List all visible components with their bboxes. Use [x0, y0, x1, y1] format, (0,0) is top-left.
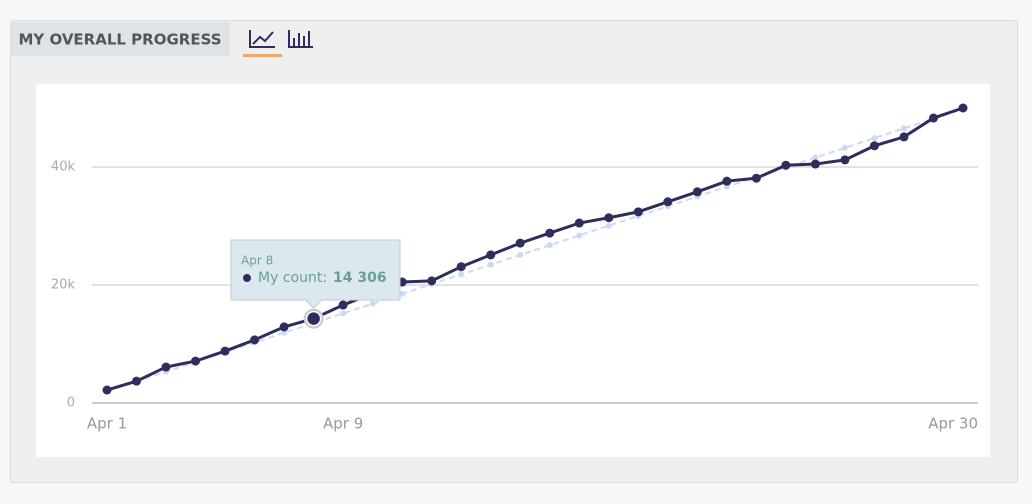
comparison-point — [546, 242, 553, 249]
point — [132, 376, 142, 386]
point — [545, 228, 555, 238]
point — [102, 385, 112, 395]
point — [633, 207, 643, 217]
comparison-point — [576, 232, 583, 239]
point — [220, 346, 230, 356]
tooltip-value: 14 306 — [333, 270, 387, 286]
tab — [11, 22, 230, 56]
point — [279, 322, 289, 332]
tooltip-dot — [243, 274, 251, 282]
point — [928, 113, 938, 123]
x-tick-label: Apr 1 — [87, 415, 127, 433]
point — [191, 356, 201, 366]
comparison-point — [458, 271, 465, 278]
comparison-point — [605, 222, 612, 229]
y-tick-label: 40k — [51, 160, 76, 175]
comparison-point — [369, 300, 376, 307]
point — [427, 276, 437, 286]
comparison-point — [399, 290, 406, 297]
series-line — [106, 106, 964, 392]
y-tick-label: 0 — [67, 396, 75, 411]
hover-point — [305, 310, 322, 327]
point — [604, 213, 614, 223]
point — [958, 103, 968, 113]
x-tick-label: Apr 30 — [928, 415, 978, 433]
point — [692, 187, 702, 197]
point — [781, 160, 791, 170]
comparison-line — [106, 107, 964, 393]
line-chart-icon[interactable] — [249, 30, 275, 48]
bar-chart-icon[interactable] — [288, 30, 313, 48]
comparison-point — [841, 144, 848, 151]
point — [899, 132, 909, 142]
comparison-point — [812, 154, 819, 161]
tooltip-title: Apr 8 — [241, 254, 273, 268]
plot-area — [36, 84, 990, 457]
y-tick-label: 20k — [51, 278, 76, 293]
point — [338, 300, 348, 310]
point — [250, 335, 260, 345]
point — [810, 159, 820, 169]
comparison-point — [517, 251, 524, 258]
point — [161, 362, 171, 372]
comparison-point — [871, 135, 878, 142]
point — [751, 173, 761, 183]
comparison-point — [900, 125, 907, 132]
point — [840, 155, 850, 165]
tooltip — [230, 239, 401, 309]
x-tick-label: Apr 9 — [323, 415, 363, 433]
active-underline — [243, 54, 282, 57]
comparison-point — [340, 310, 347, 317]
point — [869, 141, 879, 151]
point — [722, 176, 732, 186]
point — [486, 250, 496, 260]
point — [574, 218, 584, 228]
point — [515, 238, 525, 248]
comparison-point — [281, 329, 288, 336]
comparison-point — [487, 261, 494, 268]
tab-title: MY OVERALL PROGRESS — [18, 31, 221, 49]
tooltip-label: My count: — [258, 270, 327, 286]
point — [663, 197, 673, 207]
point — [456, 262, 466, 272]
